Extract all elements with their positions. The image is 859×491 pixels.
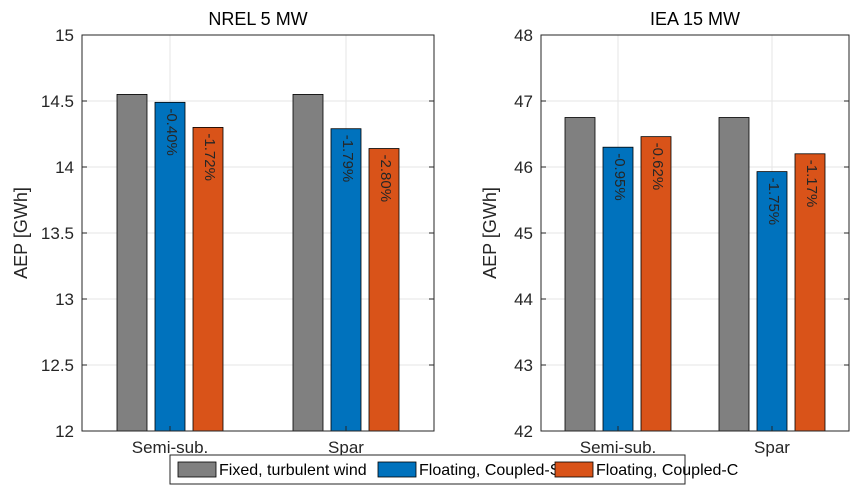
legend-swatch-3 — [554, 461, 594, 478]
bar-spar-series-2 — [756, 171, 788, 432]
legend-box — [169, 454, 686, 485]
x-tick-label: Spar — [328, 438, 364, 457]
y-tick-label: 15 — [55, 26, 74, 45]
data-label: -1.17% — [803, 160, 820, 208]
legend-label-2: Floating, Coupled-S — [419, 462, 560, 479]
legend-label-3: Floating, Coupled-C — [596, 462, 738, 479]
bar-semisub-series-3 — [640, 136, 672, 432]
y-axis-label: AEP [GWh] — [11, 187, 31, 279]
data-label: -1.79% — [339, 135, 356, 183]
y-tick-label: 13.5 — [41, 224, 74, 243]
data-label: -0.95% — [611, 153, 628, 201]
y-tick-label: 44 — [514, 290, 533, 309]
bar-semisub-series-3 — [192, 127, 224, 432]
y-tick-label: 42 — [514, 422, 533, 441]
bar-spar-series-1 — [292, 94, 324, 432]
legend: Fixed, turbulent wind Floating, Coupled-S… — [169, 454, 738, 485]
bar-spar-series-3 — [794, 153, 826, 432]
y-tick-label: 13 — [55, 290, 74, 309]
chart-panel-2: -0.95% -1.75% -0.62% -1.17% 42 43 44 45 46 47 48 Se… — [480, 9, 850, 457]
bar-spar-series-3 — [368, 148, 400, 432]
bar-spar-series-1 — [718, 117, 750, 432]
data-label: -1.72% — [201, 133, 218, 181]
x-tick-label: Spar — [754, 438, 790, 457]
data-label: -1.75% — [765, 178, 782, 226]
y-tick-label: 12.5 — [41, 356, 74, 375]
y-tick-label: 47 — [514, 92, 533, 111]
bar-spar-series-2 — [330, 128, 362, 432]
chart-title: IEA 15 MW — [650, 9, 740, 29]
y-tick-label: 46 — [514, 158, 533, 177]
y-tick-label: 12 — [55, 422, 74, 441]
data-label: -2.80% — [377, 155, 394, 203]
y-tick-label: 14 — [55, 158, 74, 177]
x-tick-label: Semi-sub. — [132, 438, 209, 457]
bar-semisub-series-1 — [116, 94, 148, 432]
x-tick-label: Semi-sub. — [580, 438, 657, 457]
legend-swatch-1 — [177, 461, 217, 478]
chart-panel-1: -0.40% -1.79% -1.72% -2.80% 12 12.5 13 13.5 14 14… — [11, 9, 435, 457]
bar-semisub-series-2 — [602, 146, 634, 432]
legend-swatch-2 — [377, 461, 417, 478]
y-tick-label: 45 — [514, 224, 533, 243]
y-tick-label: 48 — [514, 26, 533, 45]
chart-title: NREL 5 MW — [208, 9, 307, 29]
y-axis-label: AEP [GWh] — [480, 187, 500, 279]
y-tick-label: 14.5 — [41, 92, 74, 111]
legend-label-1: Fixed, turbulent wind — [219, 462, 367, 479]
data-label: -0.62% — [649, 143, 666, 191]
bar-semisub-series-1 — [564, 117, 596, 432]
y-tick-label: 43 — [514, 356, 533, 375]
data-label: -0.40% — [163, 108, 180, 156]
